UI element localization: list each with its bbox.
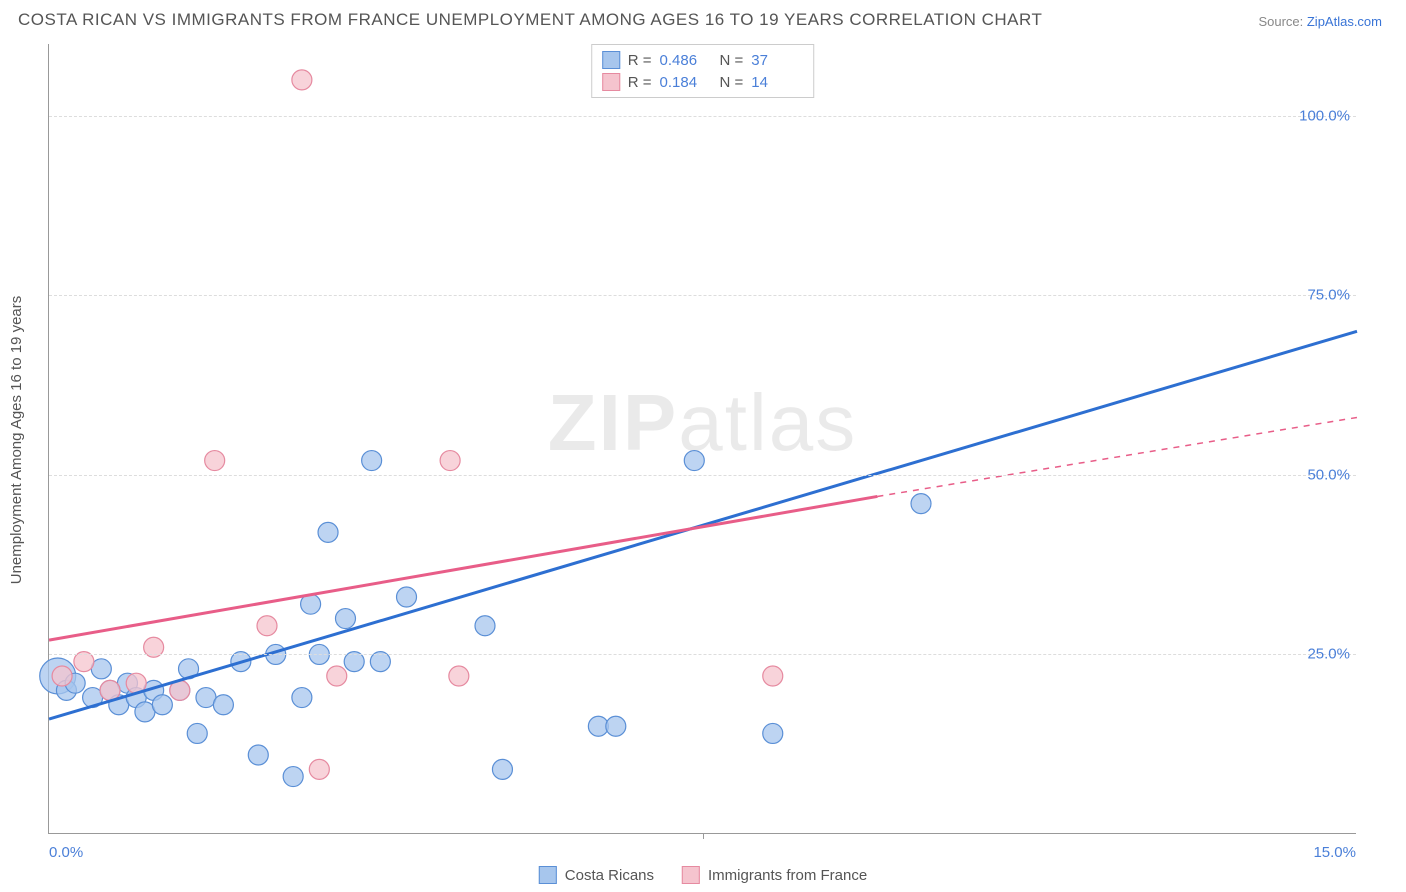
scatter-point bbox=[292, 688, 312, 708]
chart-title: COSTA RICAN VS IMMIGRANTS FROM FRANCE UN… bbox=[18, 10, 1042, 30]
legend-item: Costa Ricans bbox=[539, 866, 654, 884]
scatter-point bbox=[318, 522, 338, 542]
scatter-point bbox=[187, 723, 207, 743]
scatter-point bbox=[492, 759, 512, 779]
scatter-point bbox=[763, 723, 783, 743]
legend-n-value: 14 bbox=[751, 74, 803, 91]
scatter-point bbox=[763, 666, 783, 686]
y-tick-label: 75.0% bbox=[1307, 287, 1350, 304]
legend-row: R = 0.486 N = 37 bbox=[602, 49, 804, 71]
legend-n-label: N = bbox=[720, 74, 744, 91]
gridline bbox=[49, 654, 1356, 655]
scatter-point bbox=[213, 695, 233, 715]
scatter-point bbox=[309, 759, 329, 779]
scatter-point bbox=[52, 666, 72, 686]
chart-plot-area: ZIPatlas R =0.486N =37R =0.184N =14 25.0… bbox=[48, 44, 1356, 834]
legend-label: Immigrants from France bbox=[708, 867, 867, 884]
scatter-point bbox=[335, 609, 355, 629]
legend-row: R = 0.184 N = 14 bbox=[602, 71, 804, 93]
scatter-point bbox=[205, 451, 225, 471]
x-tick-label: 15.0% bbox=[1313, 844, 1356, 861]
trend-line-dashed bbox=[877, 417, 1357, 496]
scatter-point bbox=[362, 451, 382, 471]
scatter-point bbox=[327, 666, 347, 686]
legend-swatch bbox=[539, 866, 557, 884]
scatter-point bbox=[397, 587, 417, 607]
legend-label: Costa Ricans bbox=[565, 867, 654, 884]
legend-swatch bbox=[682, 866, 700, 884]
source-attribution: Source: ZipAtlas.com bbox=[1258, 14, 1382, 29]
source-link[interactable]: ZipAtlas.com bbox=[1307, 14, 1382, 29]
scatter-point bbox=[440, 451, 460, 471]
y-tick-label: 100.0% bbox=[1299, 107, 1350, 124]
series-legend: Costa Ricans Immigrants from France bbox=[539, 866, 867, 884]
scatter-point bbox=[606, 716, 626, 736]
legend-r-value: 0.184 bbox=[660, 74, 712, 91]
gridline bbox=[49, 475, 1356, 476]
scatter-point bbox=[449, 666, 469, 686]
legend-r-label: R = bbox=[628, 52, 652, 69]
x-tick-label: 0.0% bbox=[49, 844, 83, 861]
scatter-point bbox=[283, 767, 303, 787]
legend-item: Immigrants from France bbox=[682, 866, 867, 884]
legend-r-label: R = bbox=[628, 74, 652, 91]
y-tick-label: 50.0% bbox=[1307, 466, 1350, 483]
correlation-legend: R = 0.486 N = 37 R = 0.184 N = 14 bbox=[591, 44, 815, 98]
y-axis-label: Unemployment Among Ages 16 to 19 years bbox=[8, 296, 25, 585]
scatter-point bbox=[248, 745, 268, 765]
legend-swatch bbox=[602, 51, 620, 69]
legend-n-label: N = bbox=[720, 52, 744, 69]
x-tick-mark bbox=[703, 833, 704, 839]
trend-line bbox=[49, 496, 877, 640]
plot-svg bbox=[49, 44, 1356, 833]
scatter-point bbox=[475, 616, 495, 636]
legend-swatch bbox=[602, 73, 620, 91]
scatter-point bbox=[292, 70, 312, 90]
source-prefix: Source: bbox=[1258, 14, 1306, 29]
scatter-point bbox=[152, 695, 172, 715]
legend-r-value: 0.486 bbox=[660, 52, 712, 69]
scatter-point bbox=[911, 494, 931, 514]
y-tick-label: 25.0% bbox=[1307, 646, 1350, 663]
legend-n-value: 37 bbox=[751, 52, 803, 69]
scatter-point bbox=[684, 451, 704, 471]
scatter-point bbox=[257, 616, 277, 636]
gridline bbox=[49, 295, 1356, 296]
gridline bbox=[49, 116, 1356, 117]
